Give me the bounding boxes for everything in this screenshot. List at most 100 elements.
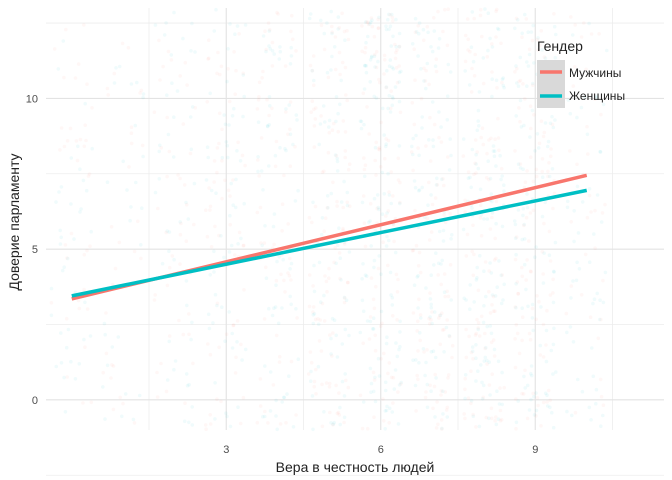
point xyxy=(320,216,325,220)
point xyxy=(398,319,402,324)
point xyxy=(280,400,285,404)
point xyxy=(474,171,478,175)
point xyxy=(58,228,62,233)
point xyxy=(388,110,393,114)
point xyxy=(589,418,593,422)
point xyxy=(208,204,213,209)
point xyxy=(262,317,267,321)
point xyxy=(82,252,87,257)
point xyxy=(363,273,368,278)
point xyxy=(464,298,468,302)
point xyxy=(86,174,91,178)
point xyxy=(434,251,438,255)
point xyxy=(228,424,233,429)
point xyxy=(289,54,294,58)
point xyxy=(528,135,532,139)
point xyxy=(128,218,132,223)
point xyxy=(385,211,389,215)
point xyxy=(432,122,437,127)
point xyxy=(325,289,329,294)
fit-lines xyxy=(71,173,588,301)
point xyxy=(533,149,537,153)
point xyxy=(283,290,287,294)
point xyxy=(593,208,597,213)
point xyxy=(164,389,169,394)
point xyxy=(552,326,556,331)
point xyxy=(284,110,288,114)
point xyxy=(379,272,383,277)
point xyxy=(417,250,422,255)
point xyxy=(446,62,451,67)
point xyxy=(601,300,606,305)
point xyxy=(434,376,438,380)
point xyxy=(187,312,191,316)
point xyxy=(481,81,486,86)
point xyxy=(487,289,491,294)
point xyxy=(367,337,372,341)
point xyxy=(215,146,220,150)
point xyxy=(342,295,347,300)
point xyxy=(311,427,315,432)
point xyxy=(307,304,312,309)
point xyxy=(572,65,577,69)
point xyxy=(424,390,428,394)
point xyxy=(332,121,336,126)
point xyxy=(343,130,348,134)
point xyxy=(333,67,338,72)
point xyxy=(398,344,402,349)
point xyxy=(165,174,169,179)
point xyxy=(529,397,533,402)
point xyxy=(272,212,277,216)
point xyxy=(527,239,531,243)
point xyxy=(227,250,232,254)
point xyxy=(327,118,332,123)
point xyxy=(192,222,196,227)
scatter-points xyxy=(49,7,609,432)
point xyxy=(571,340,576,344)
point xyxy=(487,360,492,365)
point xyxy=(52,47,57,51)
point xyxy=(393,56,398,61)
point xyxy=(532,113,536,117)
point xyxy=(155,395,160,399)
point xyxy=(342,420,346,425)
point xyxy=(371,327,376,331)
point xyxy=(83,123,87,127)
point xyxy=(325,206,330,210)
point xyxy=(69,359,73,364)
point xyxy=(374,65,379,70)
point xyxy=(227,310,231,314)
point xyxy=(339,78,344,83)
point xyxy=(548,405,552,410)
point xyxy=(535,37,540,42)
point xyxy=(376,266,381,271)
point xyxy=(276,12,280,16)
point xyxy=(417,153,421,158)
point xyxy=(207,38,211,42)
point xyxy=(517,79,521,84)
point xyxy=(418,313,423,317)
point xyxy=(580,200,585,204)
point xyxy=(416,54,420,58)
point xyxy=(589,32,594,36)
point xyxy=(534,408,539,413)
point xyxy=(476,327,481,332)
point xyxy=(369,55,374,60)
point xyxy=(384,341,389,346)
point xyxy=(579,35,584,39)
point xyxy=(203,423,208,427)
point xyxy=(535,294,539,298)
point xyxy=(373,52,377,57)
point xyxy=(312,379,317,384)
point xyxy=(601,278,605,283)
point xyxy=(312,124,317,128)
point xyxy=(398,180,402,185)
point xyxy=(441,29,445,34)
point xyxy=(135,80,139,85)
point xyxy=(444,408,449,412)
point xyxy=(230,346,235,350)
point xyxy=(395,354,400,359)
point xyxy=(411,168,415,173)
point xyxy=(471,414,476,419)
point xyxy=(324,279,329,284)
